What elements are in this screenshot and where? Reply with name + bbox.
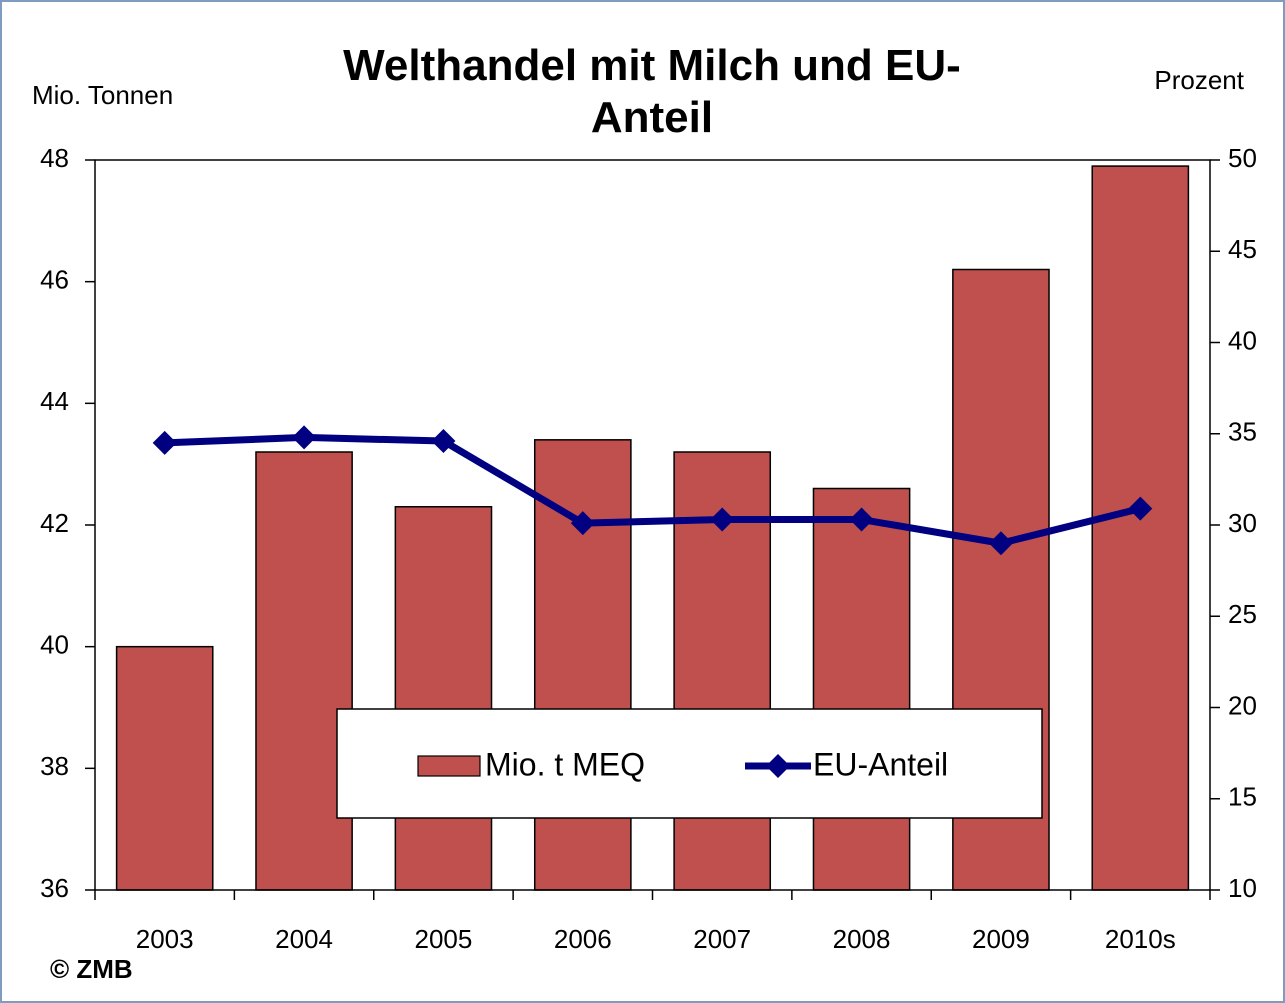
line-marker <box>710 507 735 532</box>
x-tick-label: 2005 <box>415 924 473 954</box>
y2-tick-label: 25 <box>1228 599 1257 629</box>
x-tick-label: 2007 <box>693 924 751 954</box>
legend-label: Mio. t MEQ <box>485 746 645 782</box>
line-marker <box>431 429 456 454</box>
x-tick-label: 2003 <box>136 924 194 954</box>
legend-marker <box>766 754 790 778</box>
y-tick-label: 46 <box>40 265 69 295</box>
x-tick-label: 2009 <box>972 924 1030 954</box>
y2-axis-label: Prozent <box>1154 65 1244 95</box>
y2-tick-label: 45 <box>1228 234 1257 264</box>
y-axis-label: Mio. Tonnen <box>32 80 173 110</box>
line <box>164 433 1142 547</box>
x-tick-label: 2006 <box>554 924 612 954</box>
y-tick-label: 40 <box>40 630 69 660</box>
y2-tick-label: 35 <box>1228 417 1257 447</box>
y2-tick-label: 40 <box>1228 325 1257 355</box>
y2-tick-label: 50 <box>1228 143 1257 173</box>
y-tick-label: 36 <box>40 873 69 903</box>
bar <box>812 487 911 891</box>
bar <box>255 451 353 891</box>
line-marker <box>292 425 317 450</box>
bar <box>1091 165 1190 891</box>
y2-tick-label: 20 <box>1228 690 1257 720</box>
y2-tick-label: 10 <box>1228 873 1257 903</box>
legend-label: EU-Anteil <box>813 746 948 782</box>
x-tick-label: 2008 <box>833 924 891 954</box>
source: © ZMB <box>50 954 133 984</box>
legend-swatch <box>417 755 481 777</box>
line-marker <box>988 531 1013 556</box>
y-tick-label: 42 <box>40 508 69 538</box>
y2-tick-label: 30 <box>1228 508 1257 538</box>
line-marker <box>570 511 595 536</box>
y-tick-label: 38 <box>40 751 69 781</box>
y-tick-label: 44 <box>40 386 69 416</box>
y2-tick-label: 15 <box>1228 782 1257 812</box>
chart-title: Welthandel mit Milch und EU-Anteil <box>343 41 961 142</box>
line-marker <box>152 430 177 455</box>
bar <box>115 645 214 891</box>
line-marker <box>849 507 874 532</box>
x-tick-label: 2010s <box>1105 924 1176 954</box>
x-tick-label: 2004 <box>275 924 333 954</box>
line-marker <box>1128 496 1153 521</box>
bar <box>394 506 493 891</box>
y-tick-label: 48 <box>40 143 69 173</box>
